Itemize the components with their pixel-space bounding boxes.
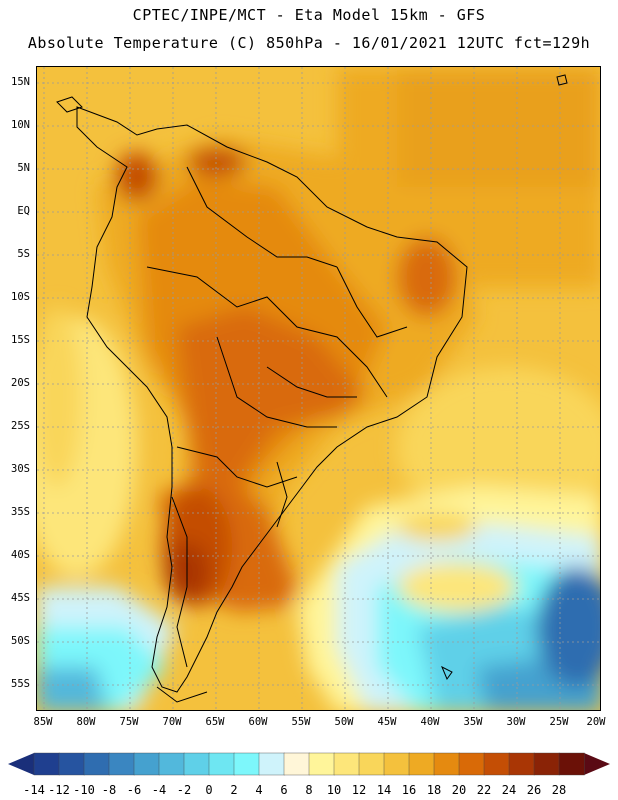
colorbar-swatch [408,752,435,776]
lat-label: 45S [11,592,30,604]
lat-label: 25S [11,420,30,432]
colorbar-label: 10 [327,783,341,797]
colorbar-swatch [458,752,485,776]
colorbar: -14 -12 -10 -8 -6 -4 -2 0 2 4 6 8 10 12 14 16 18 20 22 24 26… [8,752,610,797]
lat-label: 5N [17,162,30,174]
colorbar-high-arrow [584,753,610,775]
lon-label: 20W [586,716,606,728]
lat-label: 10S [11,291,30,303]
lon-label: 50W [334,716,354,728]
colorbar-swatch [433,752,460,776]
colorbar-label: 22 [477,783,491,797]
colorbar-label: -4 [152,783,166,797]
colorbar-swatch [108,752,135,776]
map-title: CPTEC/INPE/MCT - Eta Model 15km - GFS [132,6,486,24]
colorbar-swatch [183,752,210,776]
colorbar-label: 14 [377,783,391,797]
lat-label: 5S [17,248,30,260]
map-canvas [37,67,600,710]
lat-label: 50S [11,635,30,647]
lon-label: 40W [420,716,440,728]
lat-label: 15S [11,334,30,346]
colorbar-label: 2 [230,783,237,797]
colorbar-label: 18 [427,783,441,797]
colorbar-swatch [258,752,285,776]
colorbar-swatch [158,752,185,776]
colorbar-label: -14 [23,783,45,797]
lon-label: 65W [205,716,225,728]
lat-label: 30S [11,463,30,475]
colorbar-label: 24 [502,783,516,797]
colorbar-swatch [33,752,60,776]
colorbar-label: -12 [48,783,70,797]
lon-label: 35W [463,716,483,728]
colorbar-swatch [58,752,85,776]
lon-label: 45W [377,716,397,728]
temperature-map [36,66,601,711]
colorbar-swatch [508,752,535,776]
colorbar-label: 6 [280,783,287,797]
colorbar-swatch [283,752,310,776]
colorbar-label: -8 [102,783,116,797]
colorbar-swatch [383,752,410,776]
colorbar-label: 16 [402,783,416,797]
lat-lon-grid [37,67,600,710]
lat-label: 20S [11,377,30,389]
lon-label: 70W [162,716,182,728]
colorbar-swatch [233,752,260,776]
coastline [56,74,568,703]
colorbar-swatch [208,752,235,776]
lon-label: 85W [33,716,53,728]
colorbar-label: 20 [452,783,466,797]
colorbar-label: 8 [305,783,312,797]
colorbar-swatch [333,752,360,776]
colorbar-swatch [533,752,560,776]
colorbar-label: 0 [205,783,212,797]
temperature-field [37,67,600,710]
colorbar-label: -6 [127,783,141,797]
colorbar-label: -10 [73,783,95,797]
lon-label: 55W [291,716,311,728]
colorbar-label: 28 [552,783,566,797]
lon-label: 80W [76,716,96,728]
colorbar-label: -2 [177,783,191,797]
colorbar-label: 12 [352,783,366,797]
lat-label: 40S [11,549,30,561]
lat-label: 55S [11,678,30,690]
lat-label: 10N [11,119,30,131]
lat-label: 35S [11,506,30,518]
lat-label: EQ [17,205,30,217]
colorbar-swatch [483,752,510,776]
lon-label: 30W [506,716,526,728]
colorbar-swatch [133,752,160,776]
colorbar-swatch [308,752,335,776]
colorbar-label: 26 [527,783,541,797]
colorbar-low-arrow [8,753,34,775]
colorbar-swatch [358,752,385,776]
lon-label: 25W [549,716,569,728]
lon-label: 60W [248,716,268,728]
map-subtitle: Absolute Temperature (C) 850hPa - 16/01/… [27,34,591,52]
lon-label: 75W [119,716,139,728]
colorbar-swatch [83,752,110,776]
colorbar-label: 4 [255,783,262,797]
colorbar-swatch [558,752,585,776]
lat-label: 15N [11,76,30,88]
